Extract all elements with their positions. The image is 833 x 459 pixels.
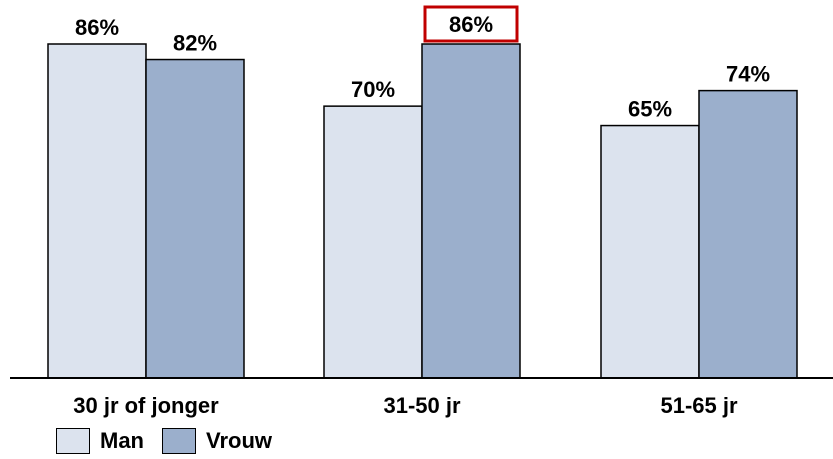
category-label-1: 30 jr of jonger xyxy=(73,393,219,418)
legend: Man Vrouw xyxy=(56,428,290,454)
data-label-vrouw-2: 86% xyxy=(449,12,493,37)
bar-vrouw-3 xyxy=(698,89,798,379)
data-label-man-2: 70% xyxy=(351,77,395,102)
legend-item-man: Man xyxy=(56,428,144,454)
legend-item-vrouw: Vrouw xyxy=(162,428,272,454)
bar-vrouw-1 xyxy=(145,58,245,379)
legend-swatch-vrouw xyxy=(162,428,196,454)
highlight-box xyxy=(423,5,519,43)
legend-swatch-man xyxy=(56,428,90,454)
data-label-vrouw-1: 82% xyxy=(173,31,217,56)
category-label-2: 31-50 jr xyxy=(383,393,460,418)
data-label-man-1: 86% xyxy=(75,15,119,40)
bar-man-2 xyxy=(323,105,423,379)
category-label-3: 51-65 jr xyxy=(660,393,737,418)
bar-man-1 xyxy=(47,43,147,379)
legend-label-man: Man xyxy=(100,428,144,453)
bar-vrouw-2 xyxy=(421,43,521,379)
data-label-man-3: 65% xyxy=(628,97,672,122)
legend-label-vrouw: Vrouw xyxy=(206,428,273,453)
data-label-vrouw-3: 74% xyxy=(726,62,770,87)
bar-man-3 xyxy=(600,124,700,379)
